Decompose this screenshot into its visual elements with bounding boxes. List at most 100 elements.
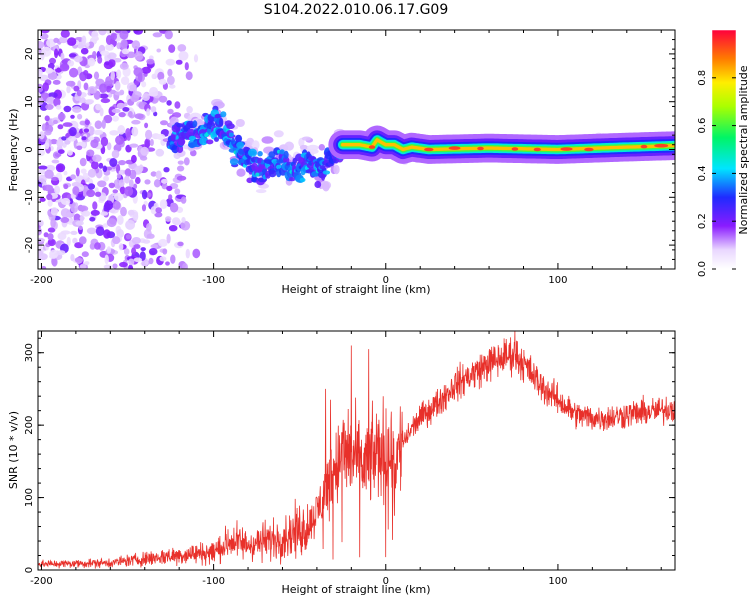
- spectrogram-blob: [129, 143, 139, 148]
- spectrogram-blob: [235, 119, 245, 127]
- spectrogram-blob: [165, 58, 175, 66]
- spectrogram-blob: [102, 165, 108, 173]
- spectrogram-blob: [113, 192, 124, 202]
- spectrogram-blob: [298, 137, 305, 147]
- spectrogram-blob: [155, 207, 162, 214]
- spectrogram-blob: [185, 248, 190, 259]
- spectrogram-blob: [180, 196, 187, 204]
- snr-x-label: Height of straight line (km): [281, 583, 430, 596]
- spectrogram-blob: [584, 147, 594, 152]
- spectrogram-blob: [79, 264, 87, 269]
- spectrogram-blob: [112, 236, 121, 245]
- spectrogram-blob: [60, 197, 71, 206]
- spectrogram-blob: [141, 189, 148, 200]
- snr-x-tick-label: -200: [30, 576, 53, 587]
- spectrogram-blob: [98, 30, 107, 36]
- spectrogram-blob: [161, 183, 168, 190]
- spectrogram-blob: [88, 136, 95, 141]
- spectrogram-blob: [118, 179, 125, 188]
- spectrogram-blob: [165, 216, 172, 222]
- spectrogram-blob: [186, 106, 193, 114]
- spectrogram-blob: [264, 159, 273, 165]
- spectrogram-blob: [65, 212, 72, 218]
- spectrogram-blob: [78, 97, 86, 104]
- snr-data: [38, 331, 675, 569]
- spectrogram-blob: [40, 30, 50, 34]
- spectrogram-blob: [177, 44, 187, 52]
- spectrogram-blob: [44, 115, 50, 122]
- spectrogram-blob: [80, 47, 89, 55]
- spectrogram-blob: [301, 136, 312, 141]
- spectrogram-blob: [322, 170, 331, 175]
- colorbar-label: Normalized spectral amplitude: [737, 65, 750, 234]
- spectrogram-blob: [169, 202, 179, 213]
- spectrogram-tone-band: [341, 138, 675, 152]
- spectrogram-blob: [134, 51, 144, 61]
- spectrogram-blob: [92, 154, 102, 163]
- spectrogram-blob: [57, 124, 64, 130]
- spectrogram-x-tick-label: -100: [202, 275, 225, 286]
- spectrogram-blob: [92, 201, 98, 210]
- spectrogram-blob: [97, 56, 103, 64]
- spectrogram-blob: [112, 115, 119, 122]
- spectrogram-blob: [282, 156, 290, 164]
- spectrogram-blob: [166, 185, 173, 192]
- spectrogram-blob: [124, 168, 132, 177]
- colorbar-gradient: [711, 29, 737, 270]
- spectrogram-blob: [123, 248, 130, 256]
- spectrogram-blob: [228, 132, 234, 137]
- spectrogram-blob: [135, 176, 141, 185]
- spectrogram-blob: [74, 55, 83, 63]
- spectrogram-blob: [158, 95, 168, 103]
- spectrogram-blob: [72, 186, 80, 196]
- spectrogram-blob: [85, 99, 95, 104]
- spectrogram-blob: [77, 113, 83, 120]
- spectrogram-blob: [511, 147, 519, 151]
- spectrogram-blob: [116, 102, 126, 110]
- spectrogram-blob: [167, 108, 174, 115]
- spectrogram-blob: [167, 68, 173, 77]
- spectrogram-blob: [108, 59, 116, 68]
- spectrogram-blob: [72, 237, 78, 244]
- spectrogram-y-tick-label: 10: [24, 95, 35, 108]
- spectrogram-blob: [76, 145, 83, 151]
- spectrogram-blob: [67, 149, 73, 156]
- spectrogram-blob: [175, 59, 183, 65]
- spectrogram-blob: [100, 136, 109, 147]
- spectrogram-blob: [92, 51, 97, 58]
- spectrogram-blob: [79, 157, 87, 167]
- spectrogram-blob: [101, 119, 106, 129]
- spectrogram-blob: [220, 111, 227, 118]
- spectrogram-blob: [55, 68, 63, 73]
- spectrogram-blob: [43, 232, 49, 238]
- spectrogram-blob: [152, 32, 163, 38]
- spectrogram-blob: [47, 63, 55, 69]
- spectrogram-blob: [66, 236, 71, 247]
- spectrogram-y-tick-label: 0: [24, 146, 35, 152]
- spectrogram-blob: [53, 37, 60, 44]
- spectrogram-blob: [116, 173, 121, 179]
- spectrogram-blob: [176, 175, 187, 181]
- spectrogram-blob: [47, 233, 54, 241]
- spectrogram-blob: [116, 42, 122, 50]
- colorbar: 0.0 0.2 0.4 0.6 0.8 Normalized spectral ampl…: [697, 29, 750, 277]
- spectrogram-blob: [654, 143, 669, 148]
- spectrogram-blob: [149, 138, 154, 147]
- spectrogram-blob: [83, 82, 89, 91]
- spectrogram-blob: [86, 149, 95, 157]
- spectrogram-blob: [107, 93, 113, 98]
- spectrogram-blob: [180, 220, 191, 231]
- spectrogram-blob: [142, 93, 150, 101]
- spectrogram-blob: [73, 85, 80, 92]
- spectrogram-blob: [273, 130, 284, 138]
- spectrogram-blob: [70, 230, 78, 235]
- spectrogram-blob: [128, 179, 134, 188]
- spectrogram-blob: [121, 48, 130, 55]
- spectrogram-blob: [236, 141, 245, 149]
- spectrogram-blob: [112, 263, 118, 269]
- spectrogram-blob: [533, 147, 541, 152]
- snr-panel: -200 -100 0 100 0 100 200 300 Height of straigh…: [7, 330, 676, 596]
- spectrogram-blob: [120, 206, 127, 217]
- spectrogram-blob: [156, 48, 161, 53]
